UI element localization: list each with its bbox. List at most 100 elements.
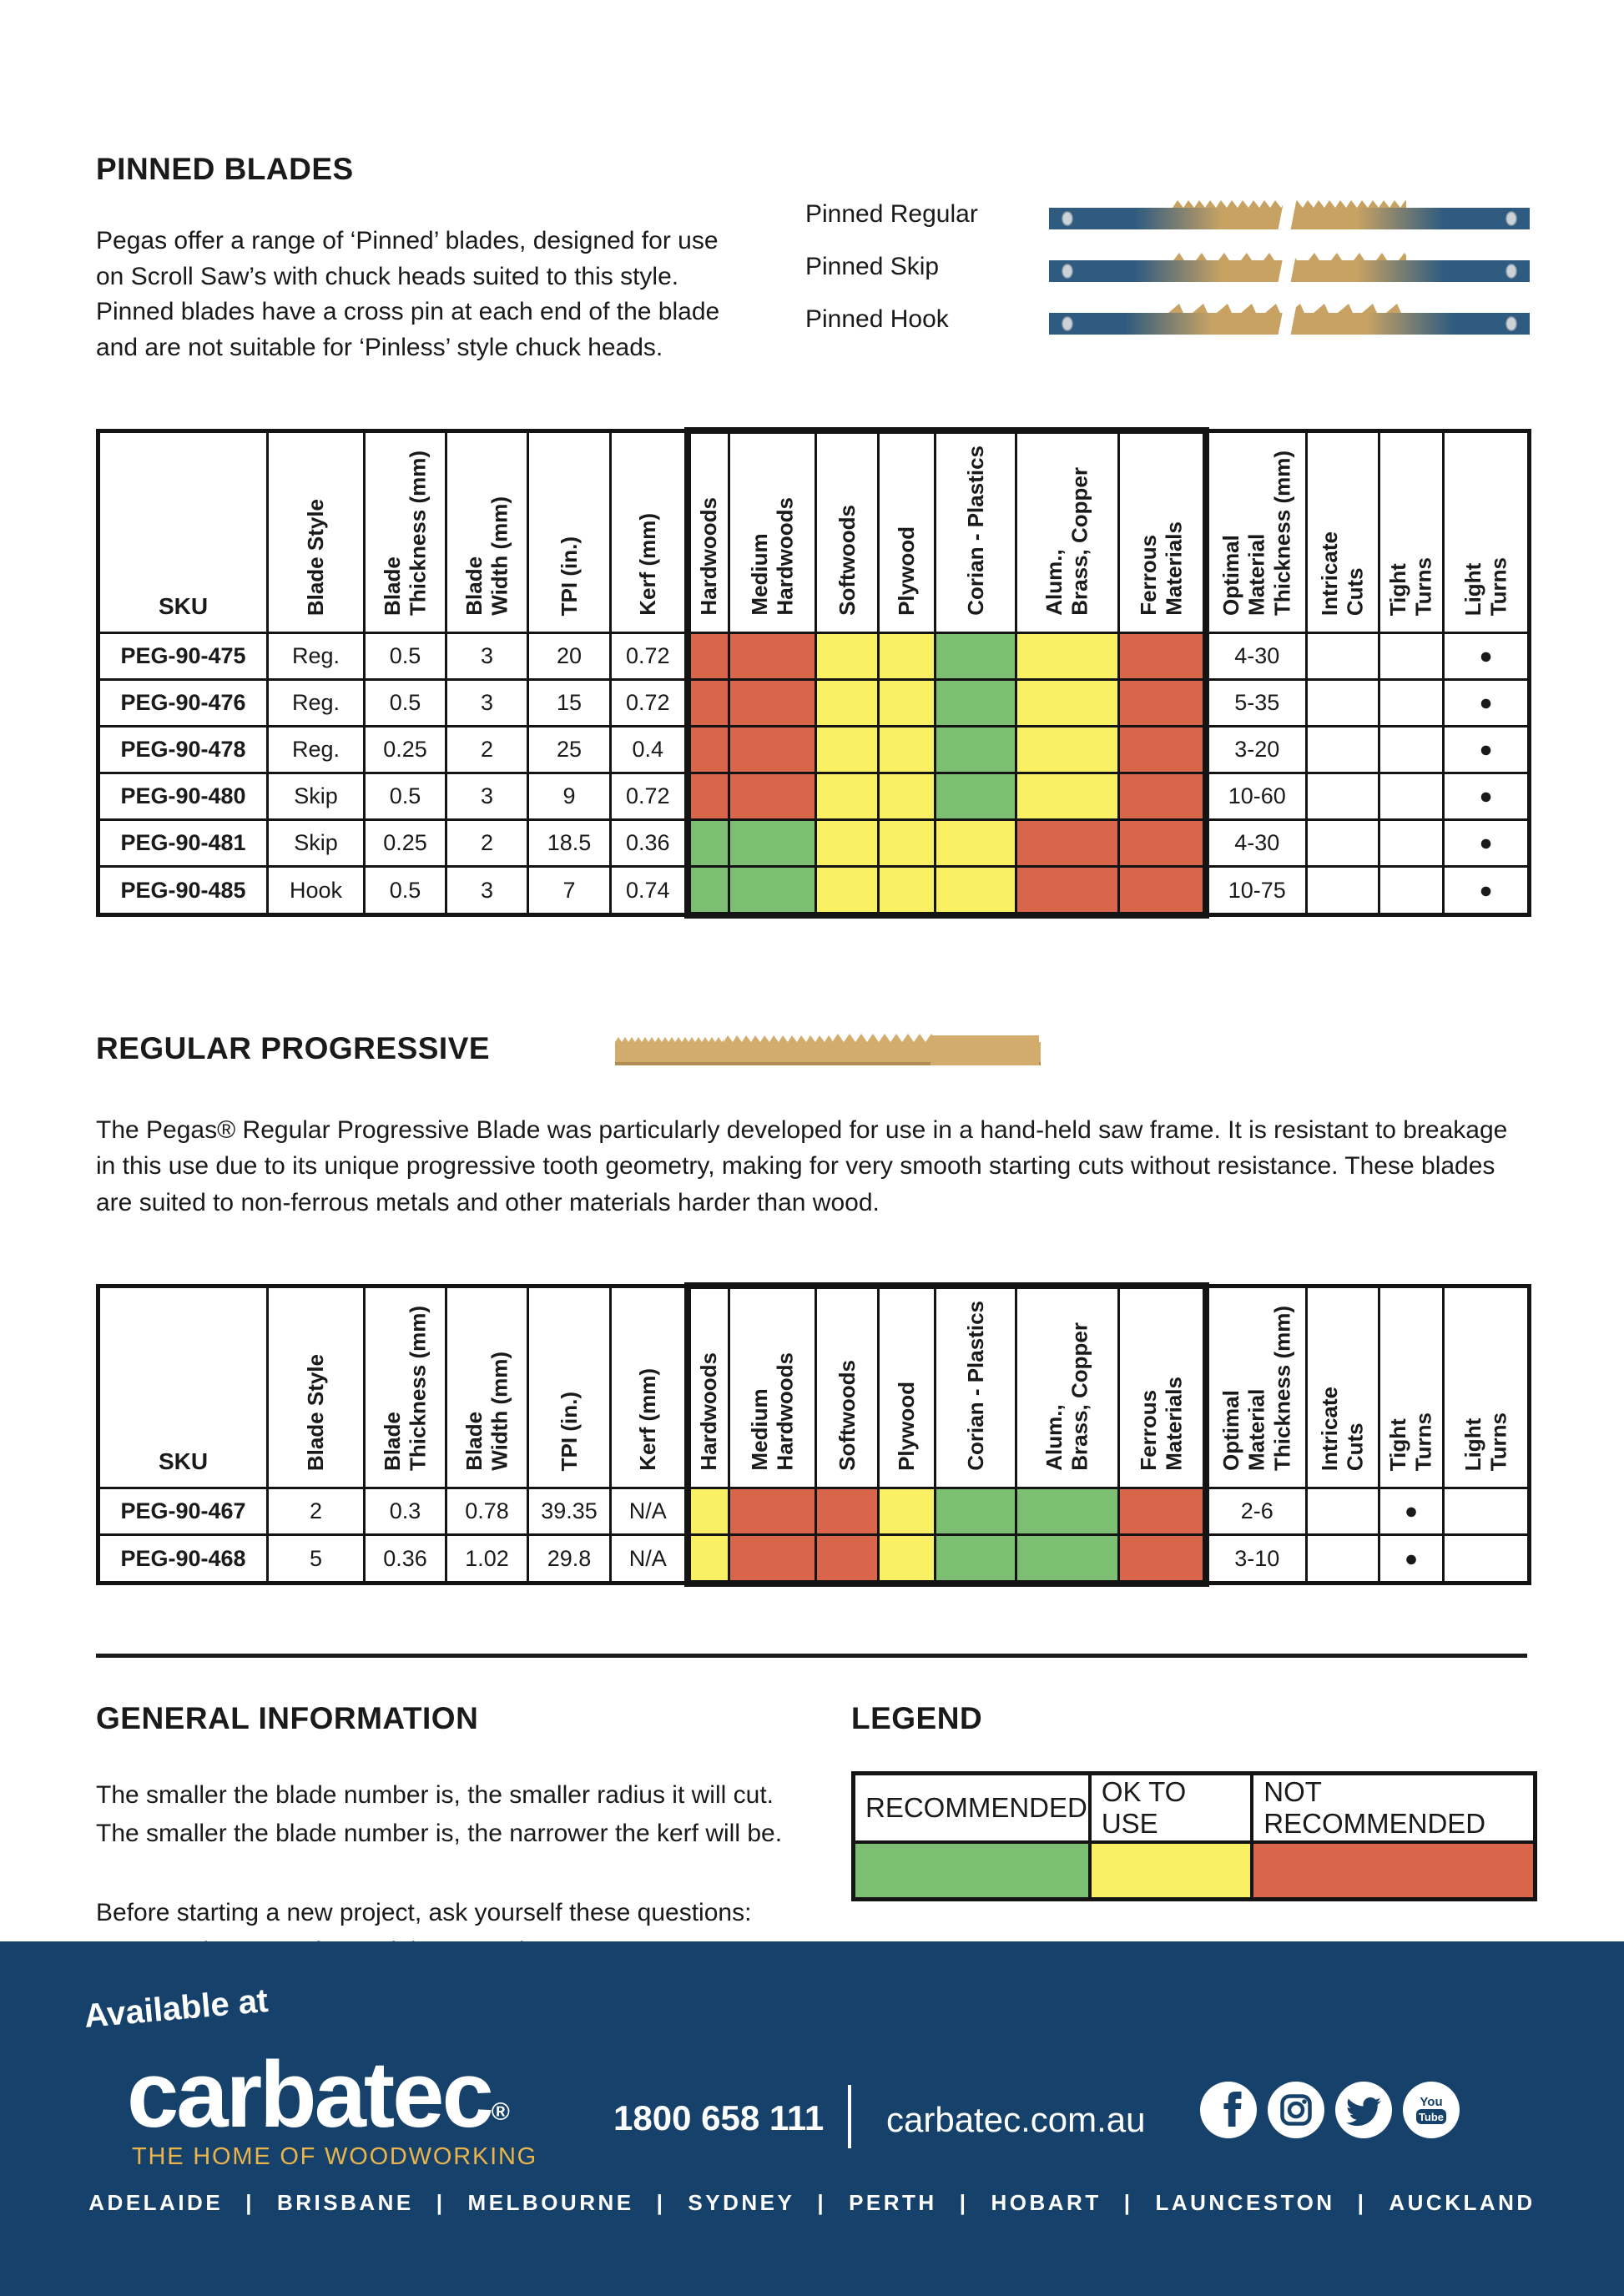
cell-rating-softwoods	[815, 724, 880, 774]
cell-sku: PEG-90-475	[97, 631, 269, 681]
cell-sku: PEG-90-480	[97, 771, 269, 821]
svg-text:Tube: Tube	[1419, 2111, 1444, 2123]
cell-blade-style: 5	[266, 1533, 366, 1585]
header-blade-thickness: Blade Thickness (mm)	[363, 1284, 447, 1489]
cell-optimal-thickness: 10-75	[1204, 864, 1308, 917]
city-name: HOBART	[991, 2190, 1102, 2215]
city-separator: |	[959, 2190, 969, 2215]
header-softwoods: Softwoods	[815, 1282, 880, 1489]
cell-width: 3	[445, 677, 529, 728]
cell-rating-ferrous-materials	[1117, 818, 1209, 868]
cell-rating-hardwoods	[683, 864, 730, 919]
cell-rating-hardwoods	[683, 724, 730, 774]
cell-blade-style: Skip	[266, 771, 366, 821]
cell-optimal-thickness: 3-20	[1204, 724, 1308, 774]
pinned-blade-list: Pinned Regular	[805, 195, 1540, 365]
cell-rating-softwoods	[815, 818, 880, 868]
cell-rating-softwoods	[815, 1533, 880, 1587]
pinned-skip-blade-icon	[1049, 250, 1530, 284]
cell-rating-medium-hardwoods	[728, 631, 817, 681]
cell-rating-ferrous-materials	[1117, 677, 1209, 728]
cell-rating-softwoods	[815, 677, 880, 728]
header-blade-thickness: Blade Thickness (mm)	[363, 429, 447, 634]
cell-sku: PEG-90-481	[97, 818, 269, 868]
header-light-turns: Light Turns	[1442, 1284, 1531, 1489]
cell-blade-style: Reg.	[266, 677, 366, 728]
cell-thickness: 0.5	[363, 677, 447, 728]
cell-rating-ferrous-materials	[1117, 631, 1209, 681]
cell-rating-hardwoods	[683, 818, 730, 868]
header-sku: SKU	[97, 1284, 269, 1489]
blade-label-skip: Pinned Skip	[805, 253, 940, 280]
cell-rating-ferrous-materials	[1117, 1533, 1209, 1587]
city-name: BRISBANE	[276, 2190, 414, 2215]
table-row: PEG-90-478 Reg. 0.25 2 25 0.4 3-20 ●	[97, 724, 1531, 774]
cell-thickness: 0.5	[363, 771, 447, 821]
pinned-hook-blade-icon	[1049, 303, 1530, 337]
city-name: LAUNCESTON	[1155, 2190, 1335, 2215]
regular-progressive-table: SKU Blade Style Blade Thickness (mm) Bla…	[96, 1282, 1531, 1587]
cell-rating-plywood	[877, 1533, 936, 1587]
cell-rating-plywood	[877, 724, 936, 774]
footer-divider	[848, 2085, 851, 2148]
cell-width: 3	[445, 864, 529, 917]
cell-tight-turns: ●	[1378, 1533, 1445, 1585]
header-tight-turns: Tight Turns	[1378, 429, 1445, 634]
twitter-icon	[1335, 2082, 1392, 2138]
cell-rating-hardwoods	[683, 631, 730, 681]
cell-intricate-cuts	[1305, 818, 1380, 868]
city-name: SYDNEY	[688, 2190, 795, 2215]
cell-tpi: 18.5	[527, 818, 612, 868]
cell-light-turns	[1442, 1486, 1531, 1536]
registered-mark: ®	[491, 2098, 510, 2126]
header-intricate-cuts: Intricate Cuts	[1305, 429, 1380, 634]
header-intricate-cuts: Intricate Cuts	[1305, 1284, 1380, 1489]
header-kerf: Kerf (mm)	[609, 1284, 688, 1489]
cell-thickness: 0.25	[363, 724, 447, 774]
header-medium-hardwoods: Medium Hardwoods	[728, 1282, 817, 1489]
cell-kerf: N/A	[609, 1486, 688, 1536]
cell-sku: PEG-90-476	[97, 677, 269, 728]
legend: LEGEND RECOMMENDED OK TO USE NOT RECOMME…	[851, 1701, 1540, 2049]
table-row: PEG-90-481 Skip 0.25 2 18.5 0.36 4-30 ●	[97, 818, 1531, 868]
cell-rating-corian-plastics	[934, 771, 1017, 821]
cell-tpi: 15	[527, 677, 612, 728]
cell-rating-medium-hardwoods	[728, 724, 817, 774]
cell-tight-turns	[1378, 864, 1445, 917]
cell-rating-ferrous-materials	[1117, 724, 1209, 774]
city-separator: |	[817, 2190, 827, 2215]
header-blade-style: Blade Style	[266, 1284, 366, 1489]
progressive-blade-icon	[615, 1033, 1041, 1065]
cell-optimal-thickness: 5-35	[1204, 677, 1308, 728]
cell-rating-alum-brass-copper	[1015, 818, 1120, 868]
cell-optimal-thickness: 10-60	[1204, 771, 1308, 821]
cell-light-turns	[1442, 1533, 1531, 1585]
blade-label-regular: Pinned Regular	[805, 200, 978, 228]
youtube-icon: You Tube	[1403, 2082, 1460, 2138]
cell-tight-turns	[1378, 724, 1445, 774]
table-row: PEG-90-485 Hook 0.5 3 7 0.74 10-75 ●	[97, 864, 1531, 919]
cell-kerf: 0.72	[609, 771, 688, 821]
header-plywood: Plywood	[877, 427, 936, 634]
cell-tight-turns	[1378, 677, 1445, 728]
cell-rating-corian-plastics	[934, 677, 1017, 728]
cell-rating-hardwoods	[683, 677, 730, 728]
cell-rating-corian-plastics	[934, 631, 1017, 681]
pinned-regular-blade-icon	[1049, 198, 1530, 232]
general-info-intro: Before starting a new project, ask yours…	[96, 1898, 752, 1926]
header-kerf: Kerf (mm)	[609, 429, 688, 634]
table-row: PEG-90-468 5 0.36 1.02 29.8 N/A 3-10 ●	[97, 1533, 1531, 1587]
header-corian-plastics: Corian - Plastics	[934, 427, 1017, 634]
city-name: MELBOURNE	[467, 2190, 634, 2215]
header-alum-brass-copper: Alum., Brass, Copper	[1015, 1282, 1120, 1489]
cell-rating-ferrous-materials	[1117, 864, 1209, 919]
city-separator: |	[436, 2190, 446, 2215]
legend-title: LEGEND	[851, 1700, 983, 1735]
blade-row-skip: Pinned Skip	[805, 248, 1540, 286]
header-row: SKU Blade Style Blade Thickness (mm) Bla…	[97, 427, 1531, 634]
cell-blade-style: Skip	[266, 818, 366, 868]
cell-light-turns: ●	[1442, 818, 1531, 868]
pinned-blades-title: PINNED BLADES	[96, 152, 354, 186]
header-alum-brass-copper: Alum., Brass, Copper	[1015, 427, 1120, 634]
cell-sku: PEG-90-467	[97, 1486, 269, 1536]
